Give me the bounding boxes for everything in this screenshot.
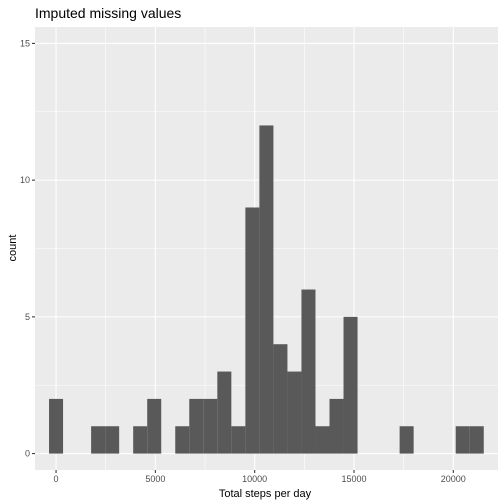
x-tick-label: 5000 — [145, 474, 165, 484]
histogram-bars — [49, 125, 484, 454]
histogram-bar — [315, 426, 330, 454]
histogram-bar — [49, 398, 64, 454]
histogram-bar — [301, 289, 316, 454]
histogram-bar — [231, 426, 246, 454]
histogram-bar — [245, 207, 260, 454]
histogram-bar — [273, 344, 288, 454]
x-tick-label: 20000 — [441, 474, 466, 484]
y-tick-label: 15 — [20, 38, 30, 48]
histogram-bar — [217, 371, 232, 454]
histogram-bar — [133, 426, 148, 454]
histogram-bar — [287, 371, 302, 454]
histogram-bar — [91, 426, 106, 454]
x-tick-label: 10000 — [242, 474, 267, 484]
histogram-bar — [399, 426, 414, 454]
y-tick-label: 0 — [25, 449, 30, 459]
x-tick-label: 0 — [54, 474, 59, 484]
histogram-bar — [189, 398, 204, 454]
y-tick-label: 10 — [20, 175, 30, 185]
histogram-bar — [203, 398, 218, 454]
x-axis-ticks: 0 5000 10000 15000 20000 — [54, 470, 466, 484]
histogram-bar — [175, 426, 190, 454]
histogram-bar — [343, 316, 358, 454]
histogram-bar — [259, 125, 274, 454]
histogram-bar — [329, 398, 344, 454]
histogram-bar — [105, 426, 120, 454]
chart-title: Imputed missing values — [35, 5, 181, 21]
histogram-bar — [147, 398, 162, 454]
x-tick-label: 15000 — [341, 474, 366, 484]
histogram-bar — [455, 426, 470, 454]
x-axis-title: Total steps per day — [219, 488, 312, 500]
y-axis-ticks: 0 5 10 15 — [20, 38, 35, 459]
y-axis-title: count — [7, 235, 19, 262]
histogram-bar — [469, 426, 484, 454]
y-tick-label: 5 — [25, 312, 30, 322]
